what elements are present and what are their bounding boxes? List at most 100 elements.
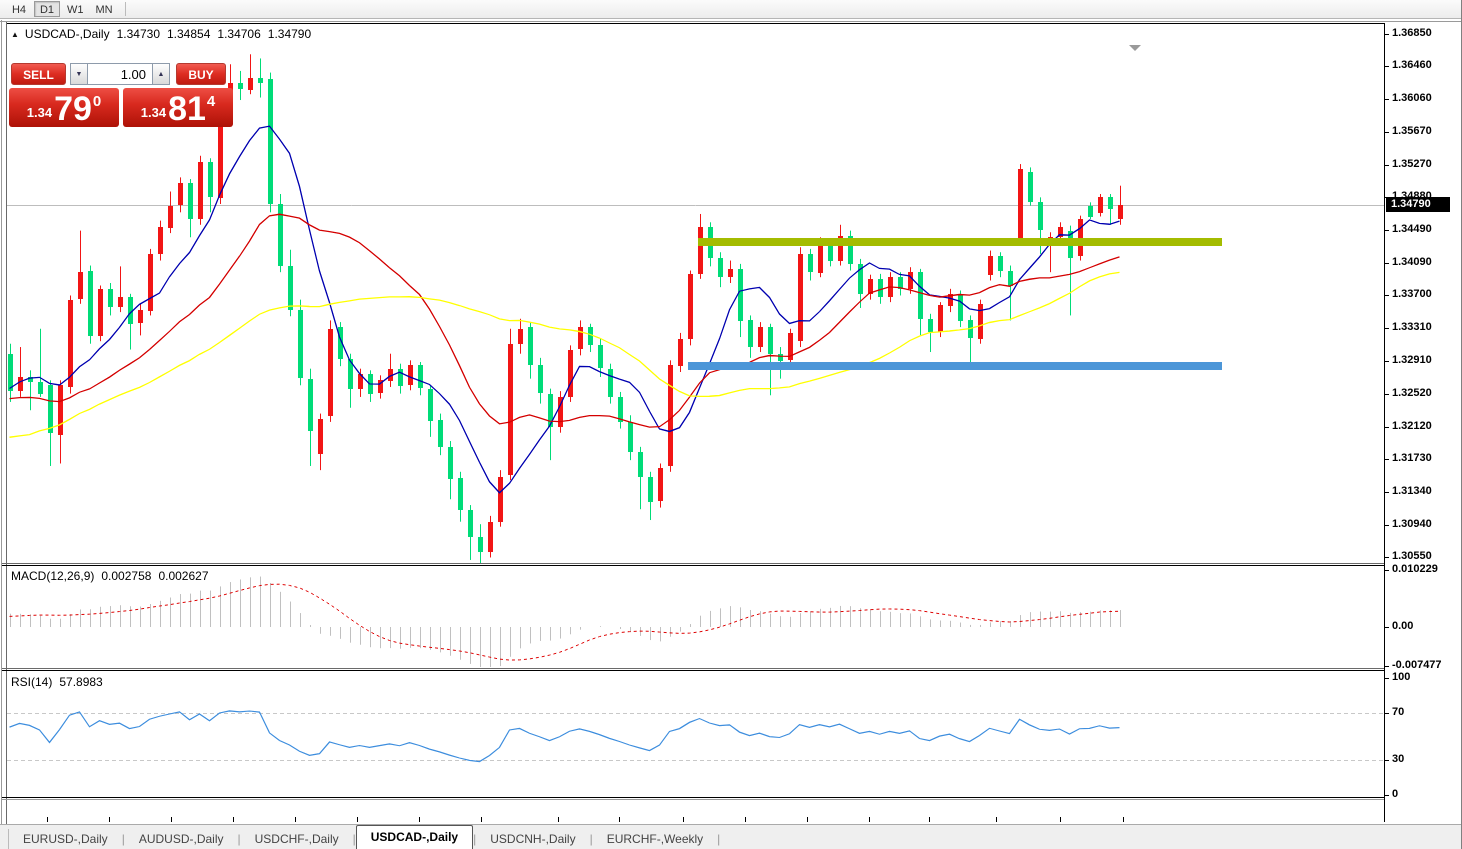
ohlc-open: 1.34730 <box>116 27 160 41</box>
tab-usdcnh-daily[interactable]: USDCNH-,Daily <box>490 832 576 846</box>
price-axis-label: 1.36060 <box>1392 92 1432 104</box>
axis-tick <box>1384 230 1389 231</box>
axis-tick <box>1384 132 1389 133</box>
axis-tick <box>1384 760 1389 761</box>
tab-separator: | <box>352 832 356 846</box>
macd-signal-value: 0.002627 <box>158 569 209 583</box>
axis-tick <box>1384 795 1389 796</box>
date-axis-tick <box>619 817 620 822</box>
trade-controls-row: SELL ▼ ▲ BUY <box>9 62 240 86</box>
timeframe-button-w1[interactable]: W1 <box>67 4 84 16</box>
price-axis-label: 1.34090 <box>1392 256 1432 268</box>
tab-usdcad-daily[interactable]: USDCAD-,Daily <box>355 825 474 849</box>
tab-bar-stub <box>0 829 9 849</box>
timeframe-button-mn[interactable]: MN <box>95 4 113 16</box>
sell-quote-button[interactable]: 1.34 79 0 <box>9 88 119 127</box>
toolbar-separator <box>124 2 126 16</box>
axis-tick <box>1384 328 1389 329</box>
chart-frame-top <box>7 23 1384 24</box>
sell-price-pip: 0 <box>92 93 102 110</box>
rsi-value: 57.8983 <box>59 675 103 689</box>
axis-tick <box>1384 165 1389 166</box>
ohlc-low: 1.34706 <box>217 27 261 41</box>
date-axis-tick <box>558 817 559 822</box>
symbol-collapse-icon[interactable]: ▲ <box>11 29 19 39</box>
date-axis-tick <box>1123 817 1124 822</box>
volume-decrease-button[interactable]: ▼ <box>70 63 88 85</box>
macd-panel-canvas[interactable] <box>7 566 1384 668</box>
price-axis-label: 1.36460 <box>1392 59 1432 71</box>
symbol-name: USDCAD-,Daily <box>24 27 110 41</box>
date-axis-tick <box>745 817 746 822</box>
macd-name: MACD(12,26,9) <box>11 569 95 583</box>
axis-tick <box>1384 713 1389 714</box>
panel-divider <box>2 565 1384 566</box>
chart-shift-marker[interactable] <box>1129 45 1141 51</box>
tab-separator: | <box>717 832 721 846</box>
axis-tick <box>1384 66 1389 67</box>
sell-price-prefix: 1.34 <box>26 105 53 120</box>
date-axis-tick <box>807 817 808 822</box>
main-chart-canvas[interactable] <box>7 24 1384 563</box>
macd-axis-min: -0.007477 <box>1392 659 1442 671</box>
rsi-label: RSI(14) 57.8983 <box>11 675 103 689</box>
axis-tick <box>1384 295 1389 296</box>
price-axis-label: 1.32120 <box>1392 420 1432 432</box>
buy-quote-button[interactable]: 1.34 81 4 <box>123 88 233 127</box>
axis-tick <box>1384 678 1389 679</box>
axis-tick <box>1384 34 1389 35</box>
price-axis-label: 1.31730 <box>1392 452 1432 464</box>
price-axis-label: 1.33700 <box>1392 288 1432 300</box>
tab-separator: | <box>121 832 125 846</box>
sell-price-big: 79 <box>54 90 92 128</box>
rsi-axis-label: 30 <box>1392 753 1405 765</box>
chart-frame-left <box>6 22 7 824</box>
current-price-tag: 1.34790 <box>1386 197 1450 212</box>
axis-tick <box>1384 459 1389 460</box>
volume-increase-button[interactable]: ▲ <box>152 63 170 85</box>
ohlc-high: 1.34854 <box>167 27 211 41</box>
buy-button[interactable]: BUY <box>176 63 226 85</box>
rsi-axis-label: 100 <box>1392 671 1411 683</box>
date-axis-tick <box>869 817 870 822</box>
timeframe-button-d1[interactable]: D1 <box>34 1 60 17</box>
ohlc-close: 1.34790 <box>267 27 312 41</box>
volume-input[interactable] <box>88 64 150 84</box>
buy-price-prefix: 1.34 <box>140 105 167 120</box>
price-axis-label: 1.34490 <box>1392 223 1432 235</box>
axis-tick <box>1384 557 1389 558</box>
date-axis-tick <box>233 817 234 822</box>
axis-tick <box>1384 627 1389 628</box>
price-axis-label: 1.32520 <box>1392 387 1432 399</box>
tab-usdchf-daily[interactable]: USDCHF-,Daily <box>254 832 339 846</box>
price-axis-label: 1.33310 <box>1392 321 1432 333</box>
date-axis-tick <box>929 817 930 822</box>
date-axis-tick <box>683 817 684 822</box>
price-axis-label: 1.31340 <box>1392 485 1432 497</box>
panel-divider <box>2 797 1384 798</box>
axis-tick <box>1384 427 1389 428</box>
volume-field-wrap <box>88 63 152 85</box>
timeframe-button-h4[interactable]: H4 <box>11 4 27 16</box>
date-axis-tick <box>419 817 420 822</box>
tab-separator: | <box>589 832 593 846</box>
rsi-axis-label: 70 <box>1392 706 1405 718</box>
date-axis-tick <box>295 817 296 822</box>
tab-eurusd-daily[interactable]: EURUSD-,Daily <box>23 832 108 846</box>
window-divider <box>0 21 1461 22</box>
macd-main-value: 0.002758 <box>101 569 152 583</box>
panel-divider <box>2 668 1384 669</box>
price-axis-label: 1.32910 <box>1392 354 1432 366</box>
axis-tick <box>1384 666 1389 667</box>
date-axis-tick <box>171 817 172 822</box>
tab-audusd-daily[interactable]: AUDUSD-,Daily <box>138 832 224 846</box>
rsi-panel-canvas[interactable] <box>7 671 1384 797</box>
axis-tick <box>1384 197 1389 198</box>
tab-eurchf-weekly[interactable]: EURCHF-,Weekly <box>606 832 704 846</box>
sell-button[interactable]: SELL <box>11 63 66 85</box>
macd-axis-max: 0.010229 <box>1392 563 1438 575</box>
date-axis-tick <box>996 817 997 822</box>
one-click-trade-panel: SELL ▼ ▲ BUY 1.34 79 0 1.34 81 4 <box>9 62 240 129</box>
price-axis-label: 1.36850 <box>1392 27 1432 39</box>
